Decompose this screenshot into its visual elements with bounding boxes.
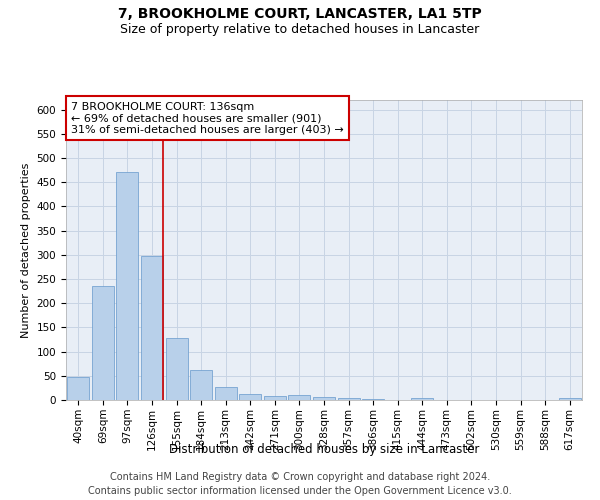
Bar [559,398,581,400]
Bar [190,370,212,400]
Bar [215,387,237,400]
Text: Size of property relative to detached houses in Lancaster: Size of property relative to detached ho… [121,22,479,36]
Bar [411,398,433,400]
Text: 7, BROOKHOLME COURT, LANCASTER, LA1 5TP: 7, BROOKHOLME COURT, LANCASTER, LA1 5TP [118,8,482,22]
Text: Distribution of detached houses by size in Lancaster: Distribution of detached houses by size … [169,442,479,456]
Text: 7 BROOKHOLME COURT: 136sqm
← 69% of detached houses are smaller (901)
31% of sem: 7 BROOKHOLME COURT: 136sqm ← 69% of deta… [71,102,344,134]
Bar [116,172,139,400]
Bar [166,338,188,400]
Bar [313,397,335,400]
Text: Contains HM Land Registry data © Crown copyright and database right 2024.: Contains HM Land Registry data © Crown c… [110,472,490,482]
Bar [289,395,310,400]
Y-axis label: Number of detached properties: Number of detached properties [21,162,31,338]
Bar [92,286,114,400]
Bar [141,256,163,400]
Bar [338,398,359,400]
Bar [264,396,286,400]
Text: Contains public sector information licensed under the Open Government Licence v3: Contains public sector information licen… [88,486,512,496]
Bar [239,394,262,400]
Bar [362,399,384,400]
Bar [67,377,89,400]
